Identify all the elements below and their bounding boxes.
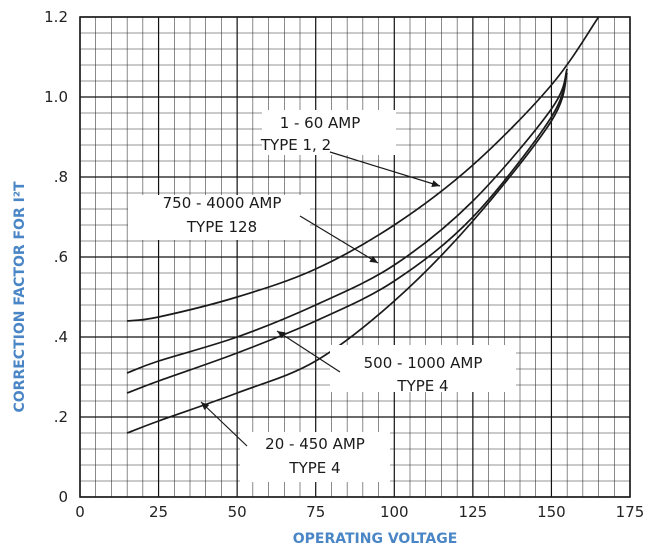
x-tick-label: 100 xyxy=(380,503,409,521)
series-lines xyxy=(126,16,600,434)
series-line-20-450-amp xyxy=(126,72,568,434)
leader-arrowhead xyxy=(431,180,440,187)
x-tick-label: 75 xyxy=(306,503,325,521)
annotation-text: TYPE 4 xyxy=(288,459,340,477)
plot-frame xyxy=(79,16,631,498)
x-axis-title: OPERATING VOLTAGE xyxy=(293,531,458,547)
leader-line xyxy=(276,330,341,373)
annotation-20-450-amp: 20 - 450 AMP TYPE 4 xyxy=(200,401,390,482)
x-tick-label: 50 xyxy=(228,503,247,521)
annotation-text: 750 - 4000 AMP xyxy=(163,194,282,212)
x-tick-label: 25 xyxy=(149,503,168,521)
y-tick-label: .8 xyxy=(54,168,68,186)
y-tick-label: 1.0 xyxy=(44,88,68,106)
annotation-500-1000-amp: 500 - 1000 AMP TYPE 4 xyxy=(276,330,516,395)
annotation-text: 1 - 60 AMP xyxy=(280,114,361,132)
annotation-background xyxy=(128,195,310,240)
series-line-500-1000-amp xyxy=(126,68,568,394)
leader-arrowhead xyxy=(201,402,210,411)
leader-line xyxy=(200,401,248,447)
y-tick-label: .4 xyxy=(54,328,68,346)
leader-arrowhead xyxy=(277,331,286,339)
annotation-text: 20 - 450 AMP xyxy=(265,435,365,453)
x-tick-label: 175 xyxy=(616,503,645,521)
y-axis-title: CORRECTION FACTOR FOR I²T xyxy=(12,181,28,412)
series-line-750-4000-amp xyxy=(126,68,568,374)
x-tick-label: 150 xyxy=(537,503,566,521)
annotation-text: TYPE 4 xyxy=(396,377,448,395)
annotation-background xyxy=(240,432,390,482)
annotation-750-4000-amp: 750 - 4000 AMP TYPE 128 xyxy=(128,194,379,264)
series-annotations: 1 - 60 AMP TYPE 1, 2 750 - 4000 AMP TYPE 12… xyxy=(128,110,516,482)
leader-arrowhead xyxy=(369,255,378,263)
annotation-background xyxy=(330,345,516,392)
y-tick-label: .2 xyxy=(54,408,68,426)
annotation-text: 500 - 1000 AMP xyxy=(364,354,483,372)
annotation-1-60-amp: 1 - 60 AMP TYPE 1, 2 xyxy=(260,110,441,187)
leader-line xyxy=(299,215,379,264)
x-tick-label: 0 xyxy=(75,503,85,521)
tick-labels: 0 25 50 75 100 125 150 175 0 .2 .4 .6 .8 1.0 1.2 xyxy=(44,8,644,521)
annotation-text: TYPE 128 xyxy=(186,218,257,236)
series-line-1-60-amp xyxy=(126,16,600,322)
leader-line xyxy=(329,151,441,187)
y-tick-label: .6 xyxy=(54,248,68,266)
y-tick-label: 1.2 xyxy=(44,8,68,26)
annotation-text: TYPE 1, 2 xyxy=(260,136,331,154)
x-tick-label: 125 xyxy=(459,503,488,521)
annotation-background xyxy=(262,110,396,155)
y-tick-label: 0 xyxy=(58,488,68,506)
